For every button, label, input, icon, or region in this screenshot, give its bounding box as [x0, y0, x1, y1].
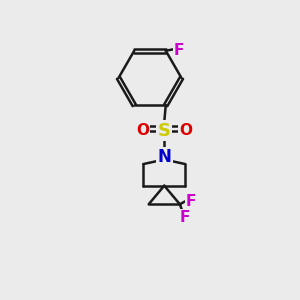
Text: O: O [136, 123, 149, 138]
Text: O: O [179, 123, 192, 138]
Text: S: S [158, 122, 171, 140]
Text: F: F [174, 43, 184, 58]
Text: F: F [186, 194, 196, 209]
Text: N: N [157, 148, 171, 166]
Text: F: F [180, 210, 190, 225]
